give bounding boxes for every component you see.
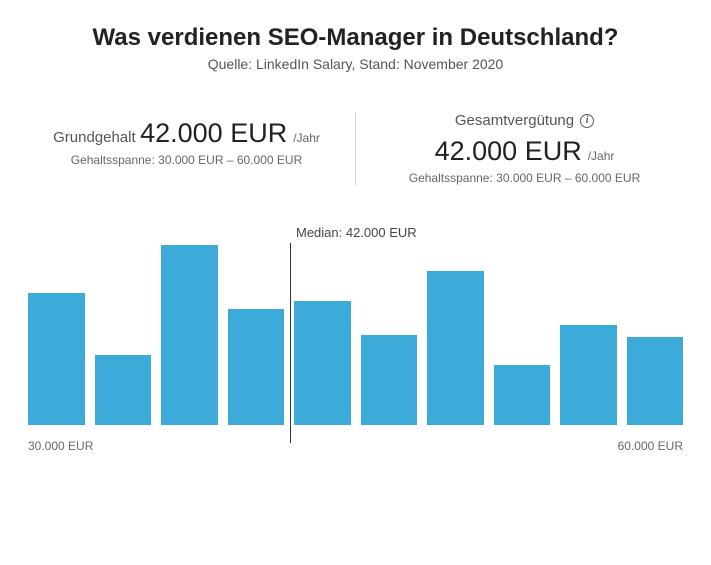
stat-range: Gehaltsspanne: 30.000 EUR – 60.000 EUR [48,153,325,167]
histogram-bar [427,271,484,425]
stat-unit: /Jahr [293,131,320,145]
stat-label: Grundgehalt [53,129,136,146]
histogram-bar [560,325,617,425]
histogram-bar [228,309,285,425]
histogram-bar [95,355,152,425]
histogram-bar [28,293,85,425]
stat-base-salary: Grundgehalt 42.000 EUR /Jahr Gehaltsspan… [28,112,345,185]
histogram-bar [361,335,418,425]
stats-row: Grundgehalt 42.000 EUR /Jahr Gehaltsspan… [28,112,683,185]
stat-unit: /Jahr [588,149,615,163]
page-title: Was verdienen SEO-Manager in Deutschland… [28,24,683,52]
histogram-chart: Median: 42.000 EUR 30.000 EUR 60.000 EUR [28,225,683,453]
stat-value: 42.000 EUR [435,136,582,167]
axis-min-label: 30.000 EUR [28,439,93,453]
divider [355,112,356,185]
stat-label: Gesamtvergütung [455,112,574,129]
histogram-bar [494,365,551,425]
histogram-bar [294,301,351,425]
page-subtitle: Quelle: LinkedIn Salary, Stand: November… [28,56,683,72]
stat-value: 42.000 EUR [140,118,287,149]
histogram-bar [627,337,684,425]
histogram-bar [161,245,218,425]
stat-range: Gehaltsspanne: 30.000 EUR – 60.000 EUR [386,171,663,185]
axis-max-label: 60.000 EUR [618,439,683,453]
stat-total-compensation: Gesamtvergütung i 42.000 EUR /Jahr Gehal… [366,112,683,185]
axis-row: 30.000 EUR 60.000 EUR [28,439,683,453]
bars-row [28,225,683,425]
info-icon[interactable]: i [580,114,594,128]
